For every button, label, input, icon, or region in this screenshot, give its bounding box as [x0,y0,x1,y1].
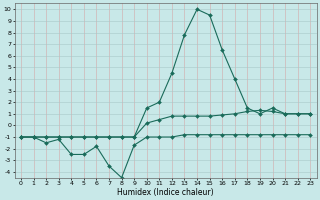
X-axis label: Humidex (Indice chaleur): Humidex (Indice chaleur) [117,188,214,197]
